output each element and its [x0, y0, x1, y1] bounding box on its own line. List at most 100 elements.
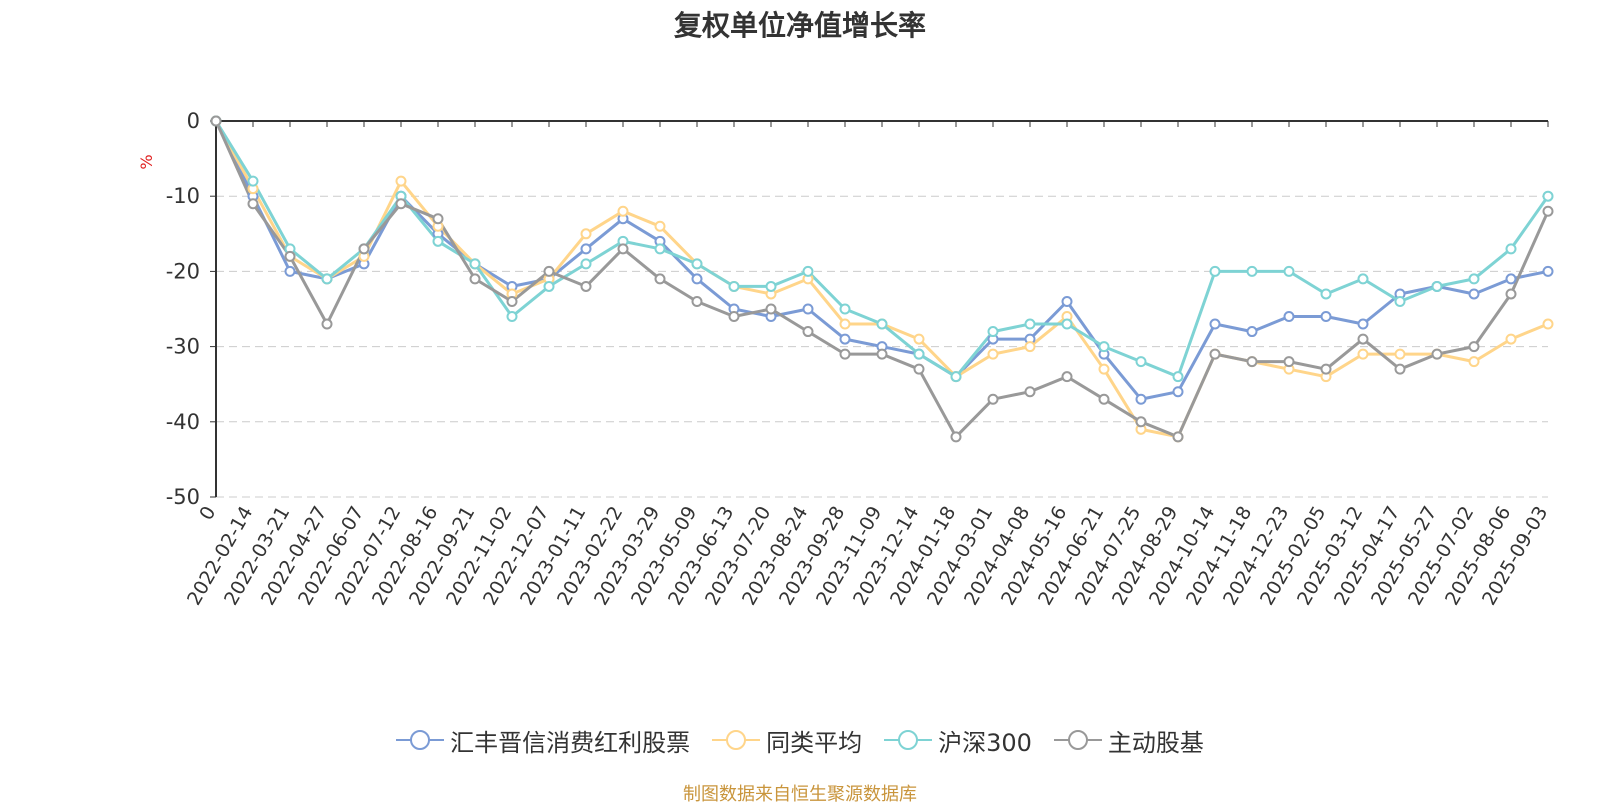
data-point-3[interactable] — [691, 295, 703, 307]
data-point-2[interactable] — [321, 273, 333, 285]
data-point-2[interactable] — [839, 303, 851, 315]
data-point-2[interactable] — [1024, 318, 1036, 330]
legend-item-active-equity[interactable]: 主动股基 — [1053, 723, 1204, 758]
data-point-3[interactable] — [1394, 363, 1406, 375]
data-point-3[interactable] — [1320, 363, 1332, 375]
data-point-3[interactable] — [1098, 393, 1110, 405]
data-point-2[interactable] — [1209, 265, 1221, 277]
data-point-2[interactable] — [1542, 190, 1554, 202]
data-point-3[interactable] — [617, 243, 629, 255]
data-point-3[interactable] — [1135, 416, 1147, 428]
data-point-0[interactable] — [1061, 295, 1073, 307]
legend-item-peer-average[interactable]: 同类平均 — [712, 723, 862, 758]
data-point-3[interactable] — [469, 273, 481, 285]
data-point-3[interactable] — [1283, 356, 1295, 368]
data-point-2[interactable] — [1283, 265, 1295, 277]
data-point-2[interactable] — [1172, 371, 1184, 383]
data-point-1[interactable] — [617, 205, 629, 217]
data-point-3[interactable] — [913, 363, 925, 375]
data-point-3[interactable] — [876, 348, 888, 360]
data-point-1[interactable] — [654, 220, 666, 232]
data-point-2[interactable] — [1357, 273, 1369, 285]
data-point-2[interactable] — [987, 326, 999, 338]
data-point-2[interactable] — [1394, 295, 1406, 307]
data-point-1[interactable] — [1098, 363, 1110, 375]
data-point-1[interactable] — [1542, 318, 1554, 330]
data-point-1[interactable] — [913, 333, 925, 345]
data-point-0[interactable] — [1468, 288, 1480, 300]
data-point-3[interactable] — [432, 213, 444, 225]
data-point-0[interactable] — [1135, 393, 1147, 405]
data-point-1[interactable] — [1394, 348, 1406, 360]
data-point-2[interactable] — [580, 258, 592, 270]
data-point-2[interactable] — [1505, 243, 1517, 255]
data-point-1[interactable] — [1468, 356, 1480, 368]
data-point-0[interactable] — [839, 333, 851, 345]
data-point-3[interactable] — [1431, 348, 1443, 360]
data-point-2[interactable] — [691, 258, 703, 270]
data-point-0[interactable] — [691, 273, 703, 285]
data-point-2[interactable] — [728, 280, 740, 292]
data-point-3[interactable] — [1357, 333, 1369, 345]
data-point-0[interactable] — [1505, 273, 1517, 285]
data-point-2[interactable] — [1061, 318, 1073, 330]
data-point-2[interactable] — [469, 258, 481, 270]
data-point-0[interactable] — [1542, 265, 1554, 277]
data-point-0[interactable] — [1246, 326, 1258, 338]
data-point-3[interactable] — [765, 303, 777, 315]
data-point-0[interactable] — [1283, 311, 1295, 323]
data-point-0[interactable] — [1320, 311, 1332, 323]
data-point-3[interactable] — [839, 348, 851, 360]
data-point-2[interactable] — [506, 311, 518, 323]
data-point-3[interactable] — [284, 250, 296, 262]
data-point-1[interactable] — [839, 318, 851, 330]
data-point-0[interactable] — [1357, 318, 1369, 330]
data-point-2[interactable] — [432, 235, 444, 247]
data-point-3[interactable] — [987, 393, 999, 405]
data-point-3[interactable] — [247, 198, 259, 210]
data-point-1[interactable] — [1024, 341, 1036, 353]
data-point-0[interactable] — [1172, 386, 1184, 398]
data-point-2[interactable] — [654, 243, 666, 255]
data-point-3[interactable] — [1246, 356, 1258, 368]
data-point-3[interactable] — [728, 311, 740, 323]
data-point-3[interactable] — [358, 243, 370, 255]
data-point-3[interactable] — [1542, 205, 1554, 217]
data-point-3[interactable] — [395, 198, 407, 210]
data-point-1[interactable] — [1357, 348, 1369, 360]
data-point-3[interactable] — [543, 265, 555, 277]
data-point-3[interactable] — [1024, 386, 1036, 398]
data-point-1[interactable] — [987, 348, 999, 360]
data-point-2[interactable] — [876, 318, 888, 330]
data-point-0[interactable] — [580, 243, 592, 255]
data-point-3[interactable] — [506, 295, 518, 307]
data-point-3[interactable] — [1468, 341, 1480, 353]
legend-item-csi300[interactable]: 沪深300 — [884, 723, 1032, 758]
data-point-3[interactable] — [1061, 371, 1073, 383]
data-point-3[interactable] — [654, 273, 666, 285]
data-point-3[interactable] — [950, 431, 962, 443]
data-point-2[interactable] — [1246, 265, 1258, 277]
data-point-3[interactable] — [580, 280, 592, 292]
data-point-2[interactable] — [247, 175, 259, 187]
legend-item-fund[interactable]: 汇丰晋信消费红利股票 — [396, 723, 690, 758]
data-point-3[interactable] — [321, 318, 333, 330]
data-point-2[interactable] — [765, 280, 777, 292]
data-point-1[interactable] — [395, 175, 407, 187]
data-point-2[interactable] — [913, 348, 925, 360]
data-point-3[interactable] — [802, 326, 814, 338]
data-point-2[interactable] — [1431, 280, 1443, 292]
data-point-0[interactable] — [284, 265, 296, 277]
data-point-2[interactable] — [1468, 273, 1480, 285]
data-point-3[interactable] — [1209, 348, 1221, 360]
data-point-1[interactable] — [580, 228, 592, 240]
data-point-3[interactable] — [1505, 288, 1517, 300]
data-point-2[interactable] — [1098, 341, 1110, 353]
data-point-0[interactable] — [802, 303, 814, 315]
data-point-2[interactable] — [1135, 356, 1147, 368]
data-point-3[interactable] — [1172, 431, 1184, 443]
data-point-3[interactable] — [210, 115, 222, 127]
data-point-0[interactable] — [1209, 318, 1221, 330]
data-point-2[interactable] — [802, 265, 814, 277]
data-point-2[interactable] — [543, 280, 555, 292]
